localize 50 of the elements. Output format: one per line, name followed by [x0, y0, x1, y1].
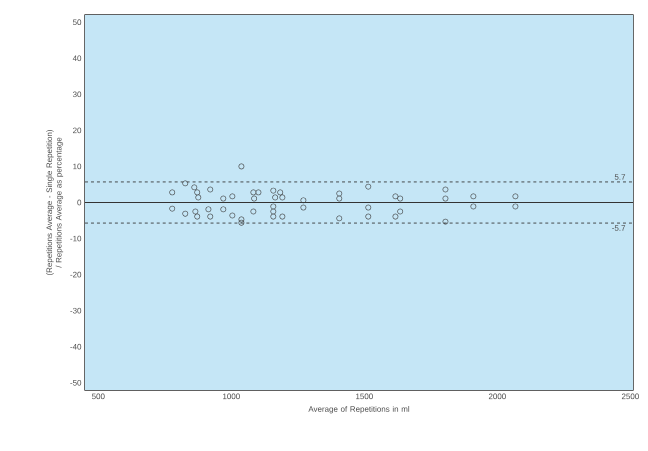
- point: [238, 220, 244, 226]
- point: [192, 208, 198, 214]
- point: [397, 196, 404, 202]
- point: [220, 206, 226, 212]
- point: [336, 190, 342, 196]
- point: [250, 208, 256, 214]
- point: [442, 196, 448, 202]
- point: [238, 216, 244, 222]
- point: [270, 204, 276, 210]
- point: [250, 190, 256, 196]
- point: [470, 204, 476, 210]
- point: [270, 208, 276, 214]
- point: [277, 190, 284, 196]
- point: [206, 206, 212, 212]
- point: [270, 188, 276, 194]
- point: [512, 204, 518, 210]
- point: [442, 218, 448, 224]
- point: [336, 196, 342, 202]
- point: [365, 184, 372, 190]
- point: [182, 180, 188, 186]
- point: [300, 197, 306, 204]
- point: [207, 186, 214, 192]
- point: [365, 204, 372, 210]
- point: [169, 190, 176, 196]
- point: [392, 193, 398, 200]
- point: [251, 196, 258, 202]
- point: [182, 210, 188, 217]
- point: [229, 193, 236, 200]
- point: [272, 194, 278, 200]
- point: [280, 214, 286, 220]
- point: [191, 184, 198, 190]
- point: [207, 214, 214, 220]
- point: [470, 193, 476, 200]
- point: [220, 196, 226, 202]
- point: [194, 190, 200, 196]
- point: [169, 206, 176, 212]
- point: [365, 214, 372, 220]
- point: [256, 190, 262, 196]
- point: [336, 215, 342, 222]
- point: [229, 212, 236, 218]
- point: [280, 194, 286, 200]
- point: [442, 186, 448, 192]
- point: [392, 214, 398, 220]
- point: [512, 193, 518, 200]
- point: [397, 208, 404, 214]
- point: [238, 164, 244, 170]
- point: [194, 214, 200, 220]
- point: [300, 204, 306, 210]
- point: [195, 194, 202, 200]
- point: [270, 214, 276, 220]
